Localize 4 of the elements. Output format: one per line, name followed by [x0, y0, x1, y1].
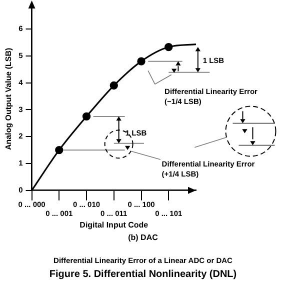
text: Figure 5. Differential Nonlinearity (DNL) [48, 269, 238, 280]
y-axis-title: Analog Output Value (LSB) [4, 48, 14, 150]
x-axis-title: Digital Input Code [80, 220, 149, 230]
text: (b) DAC [127, 233, 159, 242]
